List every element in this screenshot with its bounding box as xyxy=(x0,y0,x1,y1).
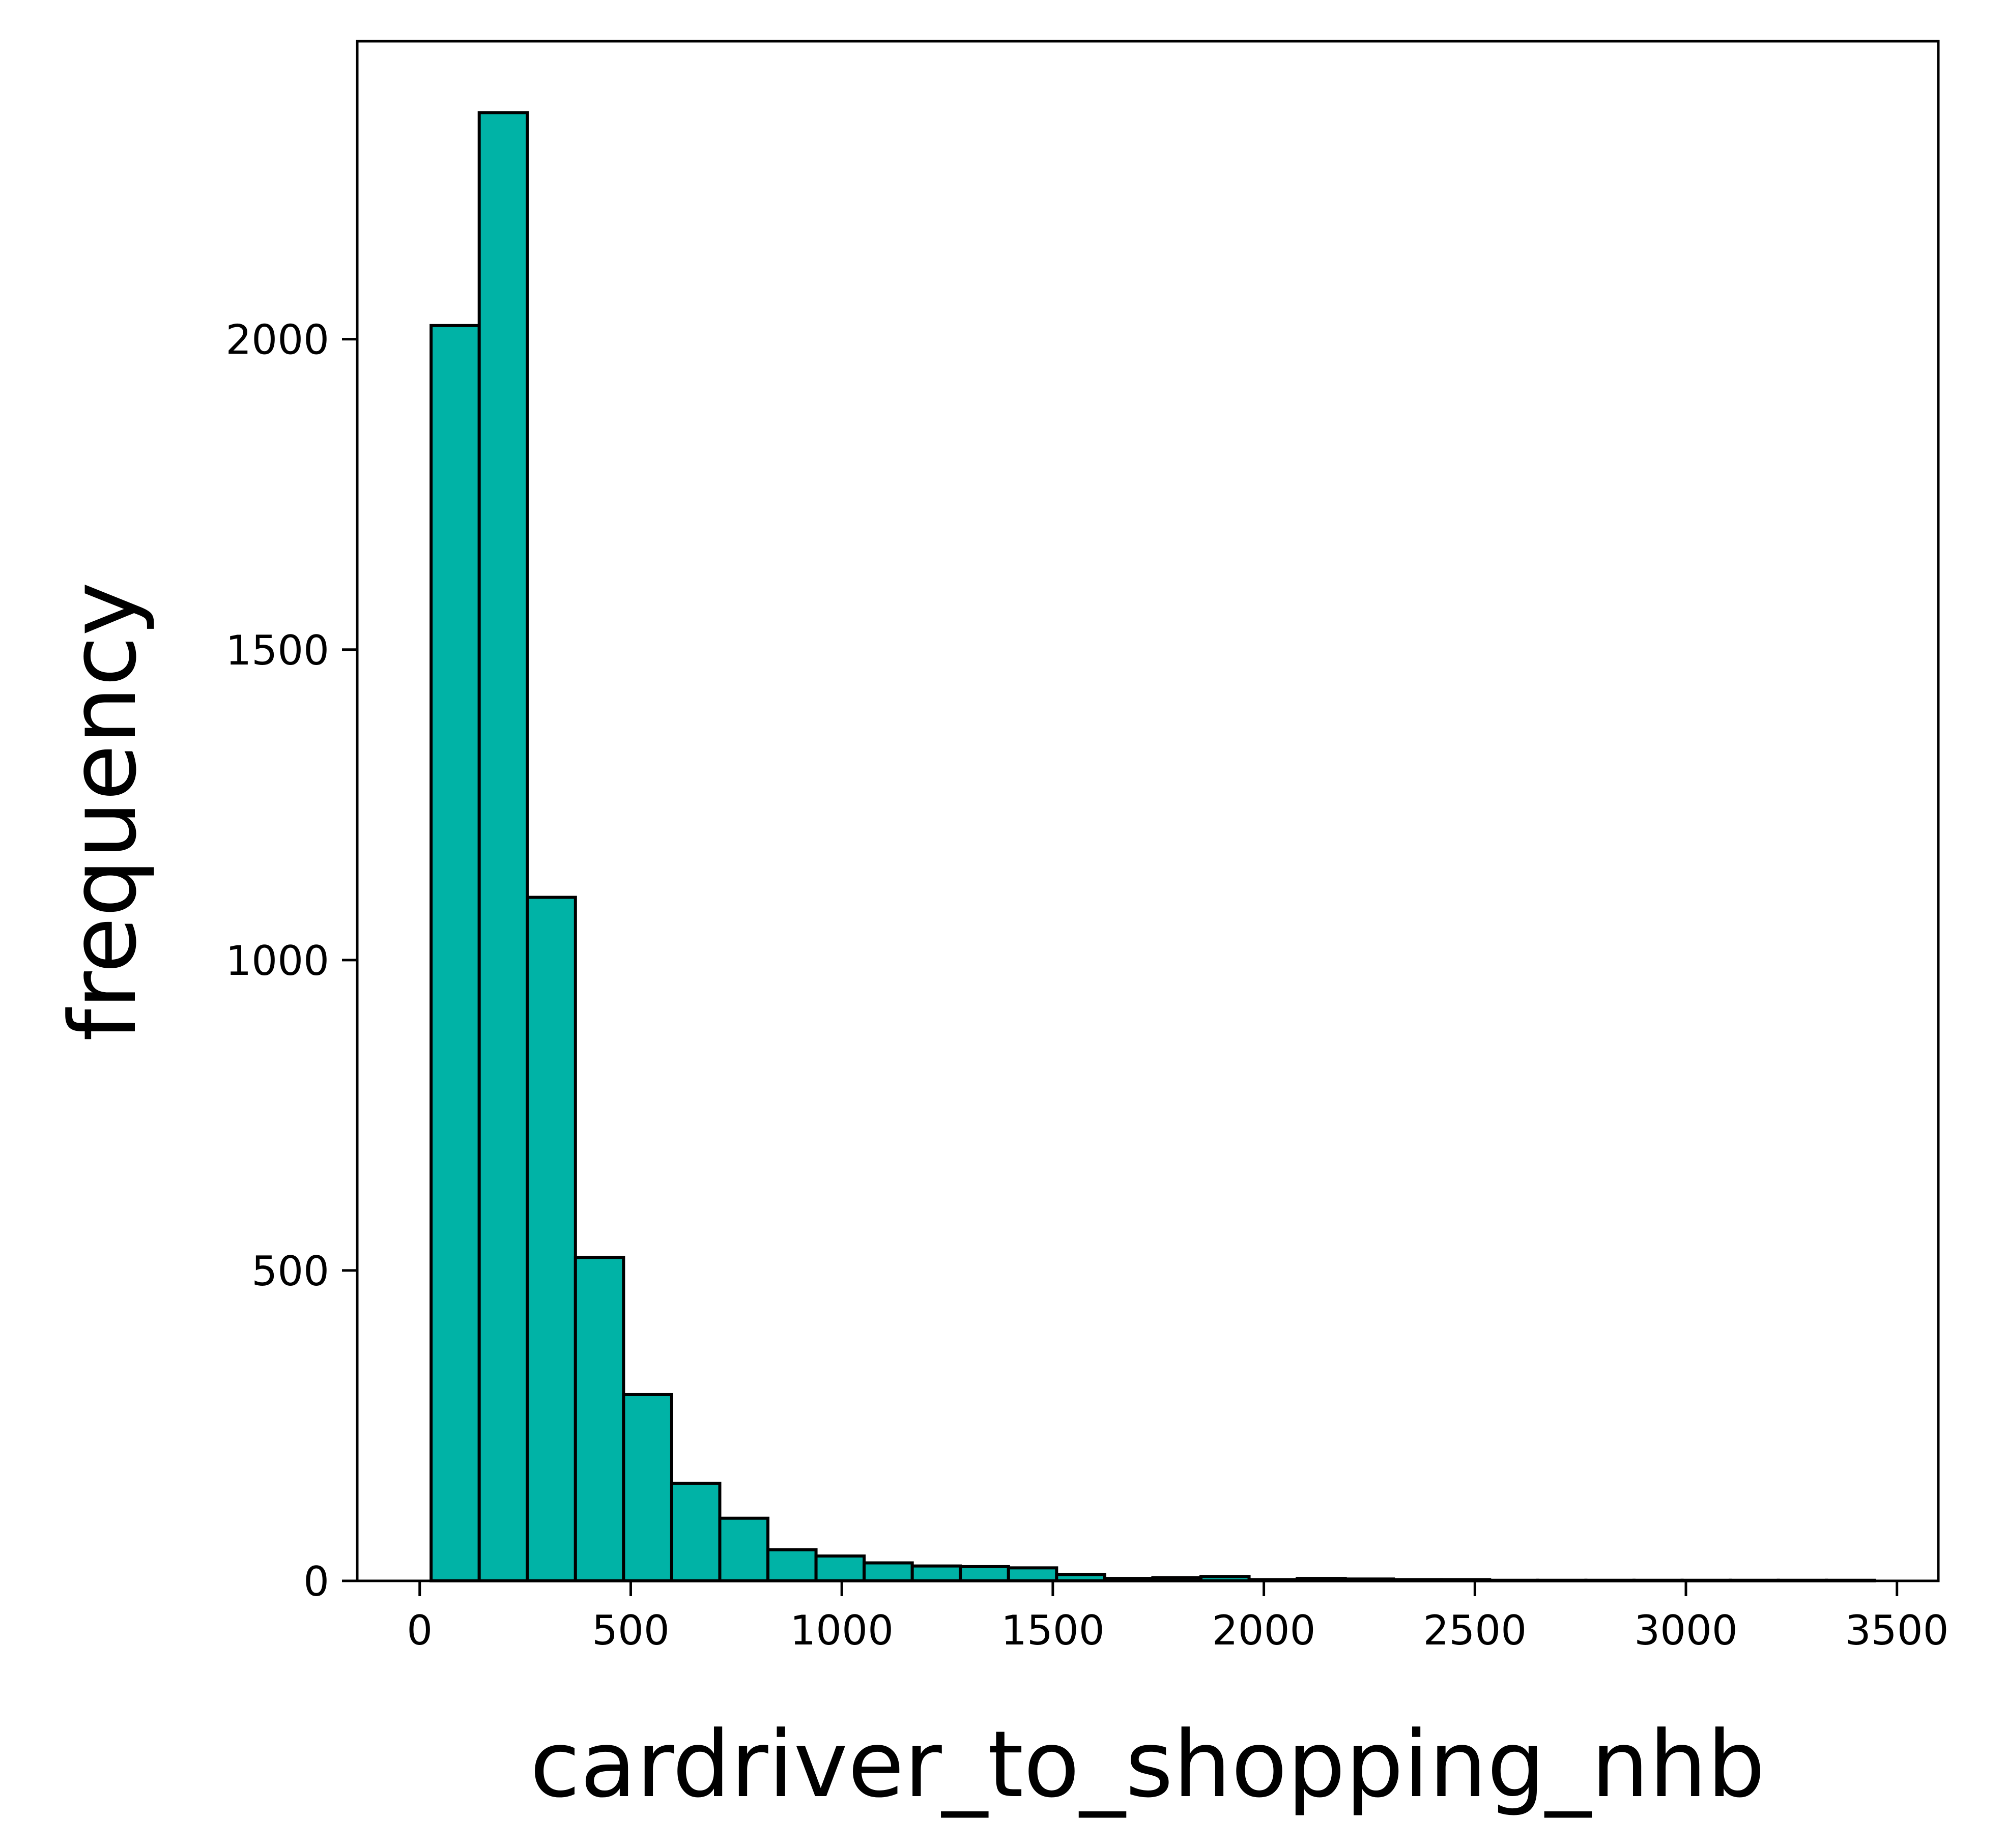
histogram-bar xyxy=(429,324,481,1582)
histogram-bar xyxy=(863,1561,914,1582)
y-tick-label: 500 xyxy=(251,1248,329,1295)
histogram-bar xyxy=(670,1482,722,1582)
x-tick-label: 1500 xyxy=(1001,1607,1105,1654)
histogram-bar xyxy=(477,111,529,1582)
y-tick-label: 0 xyxy=(303,1558,329,1605)
x-axis: 0 500 1000 1500 2000 2500 3000 3500 xyxy=(407,1581,1949,1654)
x-tick-label: 3500 xyxy=(1845,1607,1949,1654)
histogram-bar xyxy=(526,896,577,1582)
histogram-bar xyxy=(1007,1566,1058,1583)
x-tick-label: 0 xyxy=(407,1607,433,1654)
y-axis-label: frequency xyxy=(50,582,157,1042)
histogram-bar xyxy=(718,1516,770,1582)
y-tick-label: 1500 xyxy=(225,627,329,674)
bars-group xyxy=(429,111,1876,1583)
histogram-bar xyxy=(622,1393,673,1583)
plot-frame xyxy=(356,40,1940,1582)
x-axis-label: cardriver_to_shopping_nhb xyxy=(530,1712,1765,1818)
histogram-bar xyxy=(766,1548,818,1583)
histogram-bar xyxy=(910,1564,962,1582)
histogram-bar xyxy=(574,1256,625,1582)
x-tick-label: 2000 xyxy=(1212,1607,1316,1654)
histogram-bar xyxy=(814,1554,866,1583)
x-tick-label: 2500 xyxy=(1423,1607,1527,1654)
x-tick-label: 500 xyxy=(592,1607,670,1654)
y-axis: 0 500 1000 1500 2000 xyxy=(225,316,357,1605)
x-tick-label: 1000 xyxy=(790,1607,894,1654)
histogram-bar xyxy=(959,1565,1010,1582)
y-tick-label: 1000 xyxy=(225,937,329,985)
y-tick-label: 2000 xyxy=(225,316,329,364)
x-tick-label: 3000 xyxy=(1634,1607,1738,1654)
